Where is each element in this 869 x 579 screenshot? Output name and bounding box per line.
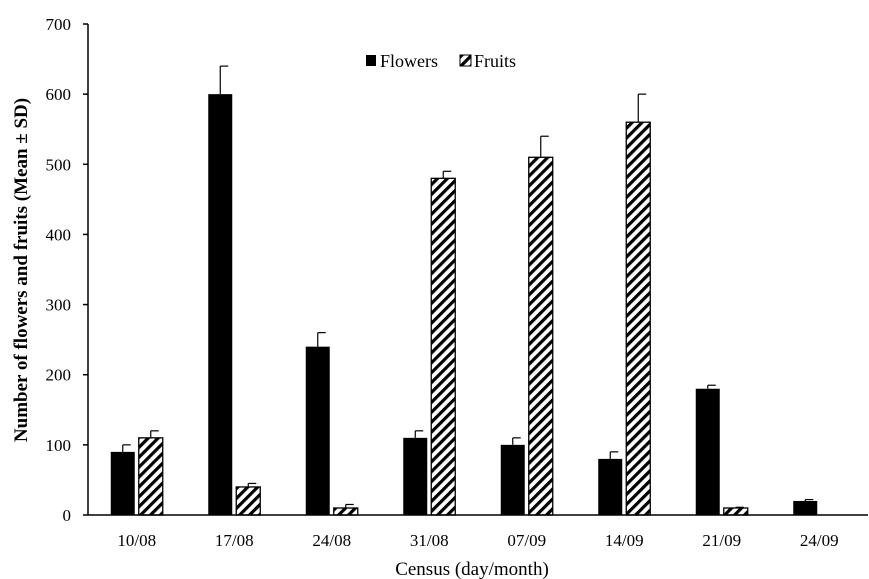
y-tick-label: 400 (46, 225, 72, 244)
x-tick-label: 07/09 (507, 531, 546, 550)
bar-fruits (235, 486, 261, 516)
x-axis-ticks: 10/08 17/08 24/08 31/08 07/09 14/09 21/09 24/09 (117, 531, 838, 550)
bar-flowers (793, 500, 818, 515)
y-tick-label: 300 (46, 296, 72, 315)
y-tick-label: 500 (46, 155, 72, 174)
y-tick-label: 700 (46, 15, 72, 34)
bar-fruits (138, 437, 164, 516)
bar-fruits (333, 507, 359, 516)
x-tick-label: 31/08 (410, 531, 449, 550)
x-tick-label: 24/08 (312, 531, 351, 550)
bar-fruits (625, 121, 651, 516)
y-axis-ticks: 0 100 200 300 400 500 600 700 (46, 15, 88, 525)
legend-swatch-fruits (459, 54, 472, 67)
x-tick-label: 17/08 (215, 531, 254, 550)
x-tick-label: 24/09 (800, 531, 839, 550)
bar-flowers (208, 94, 233, 516)
legend-label-fruits: Fruits (474, 51, 516, 71)
bar-flowers (110, 451, 135, 515)
legend-swatch-flowers (366, 55, 376, 66)
bar-fruits (430, 177, 456, 516)
bar-flowers (695, 388, 720, 515)
bar-flowers (305, 346, 330, 515)
y-axis-title: Number of flowers and fruits (Mean ± SD) (11, 98, 32, 442)
legend-label-flowers: Flowers (380, 51, 438, 71)
x-tick-label: 14/09 (605, 531, 644, 550)
x-tick-label: 21/09 (702, 531, 741, 550)
bar-fruits (528, 156, 554, 516)
legend: Flowers Fruits (366, 51, 516, 71)
y-tick-label: 100 (46, 436, 72, 455)
bar-flowers (500, 444, 525, 515)
bar-fruits (723, 507, 749, 516)
bars (110, 94, 818, 516)
x-tick-label: 10/08 (117, 531, 156, 550)
x-axis-title: Census (day/month) (395, 559, 549, 579)
bar-flowers (598, 458, 623, 515)
y-tick-label: 0 (63, 506, 72, 525)
bar-flowers (403, 437, 428, 515)
y-tick-label: 600 (46, 85, 72, 104)
error-bars (122, 65, 814, 508)
y-tick-label: 200 (46, 366, 72, 385)
